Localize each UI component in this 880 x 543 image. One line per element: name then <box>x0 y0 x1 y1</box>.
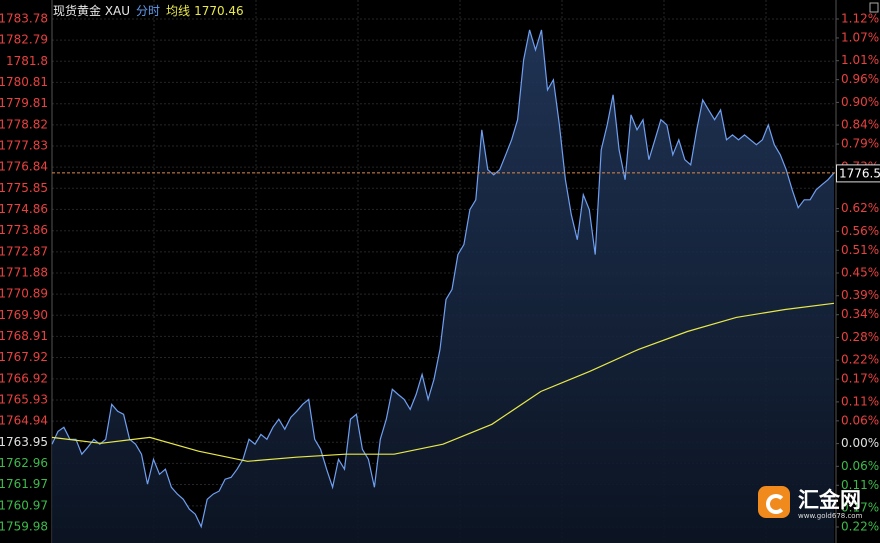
corner-icon[interactable] <box>869 2 879 13</box>
y2-tick-label: 0.79% <box>841 137 879 151</box>
y-tick-label: 1779.81 <box>0 96 48 110</box>
legend-ma: 均线 <box>166 4 191 18</box>
ma-line <box>51 302 835 462</box>
logo-url: www.gold678.com <box>798 512 863 520</box>
y2-tick-label: 0.34% <box>841 307 879 321</box>
y-tick-label: 1767.92 <box>0 350 48 364</box>
y2-tick-label: 0.06% <box>841 413 879 427</box>
watermark: 汇金网 www.gold678.com <box>758 484 878 524</box>
y-tick-label: 1759.98 <box>0 520 48 534</box>
y-tick-label: 1762.96 <box>0 456 48 470</box>
y2-tick-label: 0.51% <box>841 243 879 257</box>
y2-tick-label: 0.96% <box>841 72 879 86</box>
y-tick-label: 1760.97 <box>0 498 48 512</box>
header: 现货黄金 XAU 分时 均线 1770.46 <box>53 2 250 19</box>
ma-value: 1770.46 <box>194 4 244 18</box>
logo-icon <box>758 486 790 518</box>
y2-tick-label: 0.22% <box>841 353 879 367</box>
y-tick-label: 1773.86 <box>0 223 48 237</box>
y2-tick-label: 0.06% <box>841 459 879 473</box>
y-tick-label: 1771.88 <box>0 266 48 280</box>
y2-tick-label: 0.84% <box>841 118 879 132</box>
y-tick-label: 1783.78 <box>0 12 48 26</box>
y-tick-label: 1776.84 <box>0 160 48 174</box>
y2-tick-label: 0.39% <box>841 288 879 302</box>
current-price-box <box>836 164 880 183</box>
y-tick-label: 1768.91 <box>0 329 48 343</box>
y2-tick-label: 0.11% <box>841 478 879 492</box>
y-tick-label: 1761.97 <box>0 477 48 491</box>
y2-tick-label: 1.01% <box>841 53 879 67</box>
y2-tick-label: 0.62% <box>841 201 879 215</box>
y2-tick-label: 0.28% <box>841 330 879 344</box>
y-tick-label: 1765.93 <box>0 393 48 407</box>
chart-title: 现货黄金 XAU <box>53 4 131 18</box>
y-tick-label: 1772.87 <box>0 244 48 258</box>
logo-name: 汇金网 <box>798 488 861 512</box>
price-line <box>51 29 835 529</box>
y2-tick-label: 0.90% <box>841 95 879 109</box>
y-tick-label: 1778.82 <box>0 117 48 131</box>
y2-tick-label: 0.11% <box>841 394 879 408</box>
y2-tick-label: 0.17% <box>841 501 879 515</box>
y-tick-label: 1774.86 <box>0 202 48 216</box>
y-tick-label: 1766.92 <box>0 371 48 385</box>
y2-tick-label: 0.00% <box>841 436 879 450</box>
y-tick-label: 1769.90 <box>0 308 48 322</box>
y-tick-label: 1775.85 <box>0 181 48 195</box>
y-tick-label: 1780.81 <box>0 75 48 89</box>
y2-tick-label: 0.56% <box>841 224 879 238</box>
y-tick-label: 1782.79 <box>0 33 48 47</box>
y-tick-label: 1763.95 <box>0 435 48 449</box>
y2-tick-label: 0.45% <box>841 266 879 280</box>
y2-tick-label: 1.07% <box>841 30 879 44</box>
y2-tick-label: 0.17% <box>841 372 879 386</box>
y-tick-label: 1781.8 <box>6 54 48 68</box>
y-tick-label: 1770.89 <box>0 287 48 301</box>
y-tick-label: 1764.94 <box>0 414 48 428</box>
price-area <box>52 29 834 543</box>
y-tick-label: 1777.83 <box>0 139 48 153</box>
current-price-label: 1776.57 <box>839 166 880 180</box>
legend-price: 分时 <box>136 4 161 18</box>
y2-tick-label: 0.22% <box>841 520 879 534</box>
y2-tick-label: 1.12% <box>841 12 879 26</box>
